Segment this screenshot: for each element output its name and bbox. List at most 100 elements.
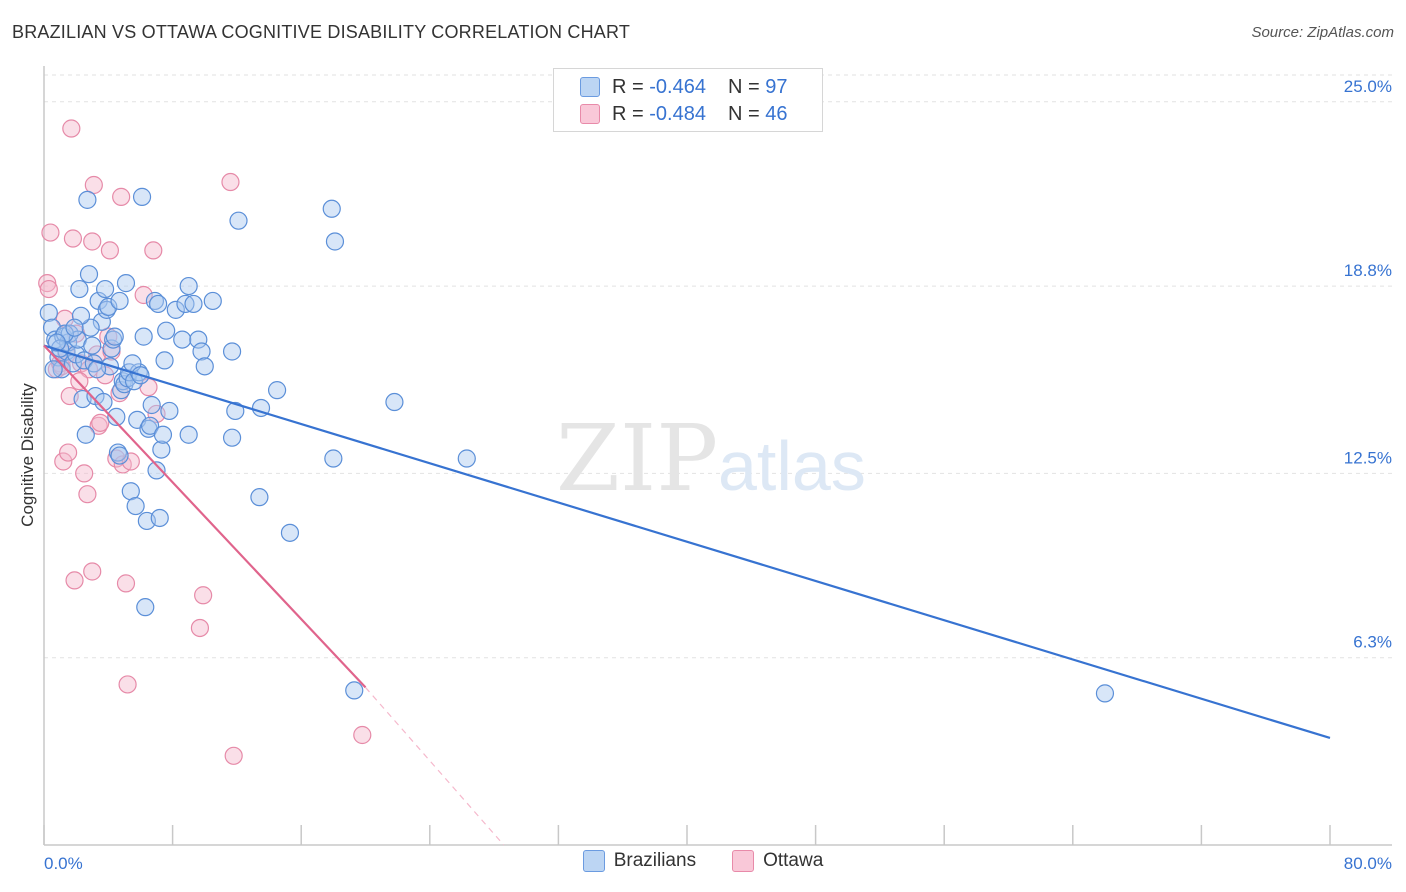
ottawa-point [83, 562, 102, 581]
y-tick-label: 18.8% [1344, 261, 1392, 280]
ottawa-point [65, 571, 84, 590]
legend-swatch-ottawa [580, 104, 600, 124]
brazilians-point [157, 321, 176, 340]
ottawa-trend-extension [365, 687, 505, 846]
legend-item-brazilians: Brazilians [582, 850, 697, 872]
brazilians-point [160, 401, 179, 421]
watermark-zip: ZIP [556, 405, 718, 512]
ottawa-point [70, 372, 89, 391]
ottawa-point [194, 586, 213, 605]
legend-item-ottawa: Ottawa [732, 850, 823, 872]
gridlines [44, 74, 1392, 659]
legend-r-value: -0.484 [649, 102, 706, 125]
ottawa-point [62, 119, 81, 138]
brazilians-point [110, 446, 129, 465]
watermark: ZIP atlas [556, 405, 866, 512]
ottawa-point [89, 416, 108, 435]
ottawa-point [78, 485, 97, 504]
brazilians-trend-line [43, 344, 1331, 740]
brazilians-point [149, 294, 168, 314]
legend-row-brazilians: R = -0.464 N = 97 [580, 74, 787, 100]
brazilians-point [105, 327, 124, 346]
ottawa-point [110, 384, 129, 403]
brazilians-point [267, 381, 287, 400]
ottawa-point [116, 574, 136, 593]
legend-r-label: R = [612, 102, 644, 125]
brazilians-point [47, 333, 66, 352]
ottawa-point [83, 232, 102, 251]
ottawa-point [118, 675, 137, 694]
brazilians-point [95, 279, 115, 299]
brazilians-point [147, 461, 166, 480]
brazilians-point [79, 265, 99, 284]
brazilians-point [324, 449, 343, 468]
ottawa-point [121, 452, 140, 471]
brazilians-point [44, 360, 63, 379]
chart-title: BRAZILIAN VS OTTAWA COGNITIVE DISABILITY… [12, 22, 631, 42]
legend-swatch-ottawa [732, 850, 755, 872]
ottawa-point [39, 279, 58, 299]
brazilians-point [280, 523, 300, 542]
legend-label-ottawa: Ottawa [763, 850, 824, 871]
brazilians-point [153, 425, 173, 444]
ottawa-point [224, 746, 243, 765]
trend-lines [43, 344, 1331, 846]
brazilians-point [192, 342, 211, 361]
brazilians-point [140, 416, 160, 435]
brazilians-point [94, 392, 113, 412]
brazilians-point [70, 279, 89, 299]
ottawa-point [75, 464, 94, 483]
brazilians-point [142, 395, 161, 415]
brazilians-point [222, 342, 242, 361]
brazilians-point [322, 199, 341, 218]
brazilians-point [226, 401, 245, 421]
ottawa-point [353, 725, 372, 745]
brazilians-point [134, 327, 153, 346]
legend-row-ottawa: R = -0.484 N = 46 [580, 101, 787, 127]
ottawa-point [54, 452, 73, 471]
brazilians-point [173, 330, 192, 349]
ottawa-point [144, 241, 163, 260]
brazilians-point [83, 336, 102, 355]
brazilians-point [116, 274, 136, 293]
brazilians-point [250, 488, 269, 507]
legend-r-value: -0.464 [649, 75, 706, 98]
y-tick-label: 6.3% [1353, 633, 1392, 652]
brazilians-point [155, 351, 174, 370]
watermark-atlas: atlas [718, 427, 866, 505]
legend-n-value: 46 [765, 102, 788, 125]
brazilians-point [184, 294, 203, 314]
legend-n-value: 97 [765, 75, 788, 98]
ottawa-trend-line [43, 344, 367, 689]
brazilians-point [108, 443, 128, 462]
brazilians-point [189, 330, 208, 349]
y-tick-label: 12.5% [1344, 448, 1392, 467]
ottawa-point [112, 187, 131, 206]
y-tick-label: 25.0% [1344, 77, 1392, 96]
source-label: Source: ZipAtlas.com [1251, 24, 1394, 41]
ottawa-point [190, 618, 210, 638]
brazilians-point [195, 357, 214, 376]
legend-label-brazilians: Brazilians [613, 850, 697, 871]
brazilians-points [39, 187, 1115, 703]
brazilians-point [179, 276, 198, 296]
brazilians-point [166, 300, 185, 319]
ottawa-point [100, 241, 120, 260]
brazilians-point [145, 291, 165, 311]
correlation-legend: R = -0.464 N = 97 R = -0.484 N = 46 [553, 68, 823, 132]
brazilians-point [457, 449, 476, 468]
brazilians-point [97, 300, 116, 319]
brazilians-point [229, 211, 248, 230]
series-legend: Brazilians Ottawa [0, 850, 1406, 872]
ottawa-point [38, 274, 57, 293]
brazilians-point [1095, 684, 1115, 703]
brazilians-point [110, 291, 129, 311]
ottawa-point [221, 172, 240, 192]
brazilians-point [39, 303, 58, 322]
brazilians-point [385, 392, 404, 412]
brazilians-point [203, 291, 222, 311]
brazilians-point [150, 508, 169, 528]
legend-n-label: N = [727, 75, 760, 98]
legend-n-label: N = [727, 102, 760, 125]
